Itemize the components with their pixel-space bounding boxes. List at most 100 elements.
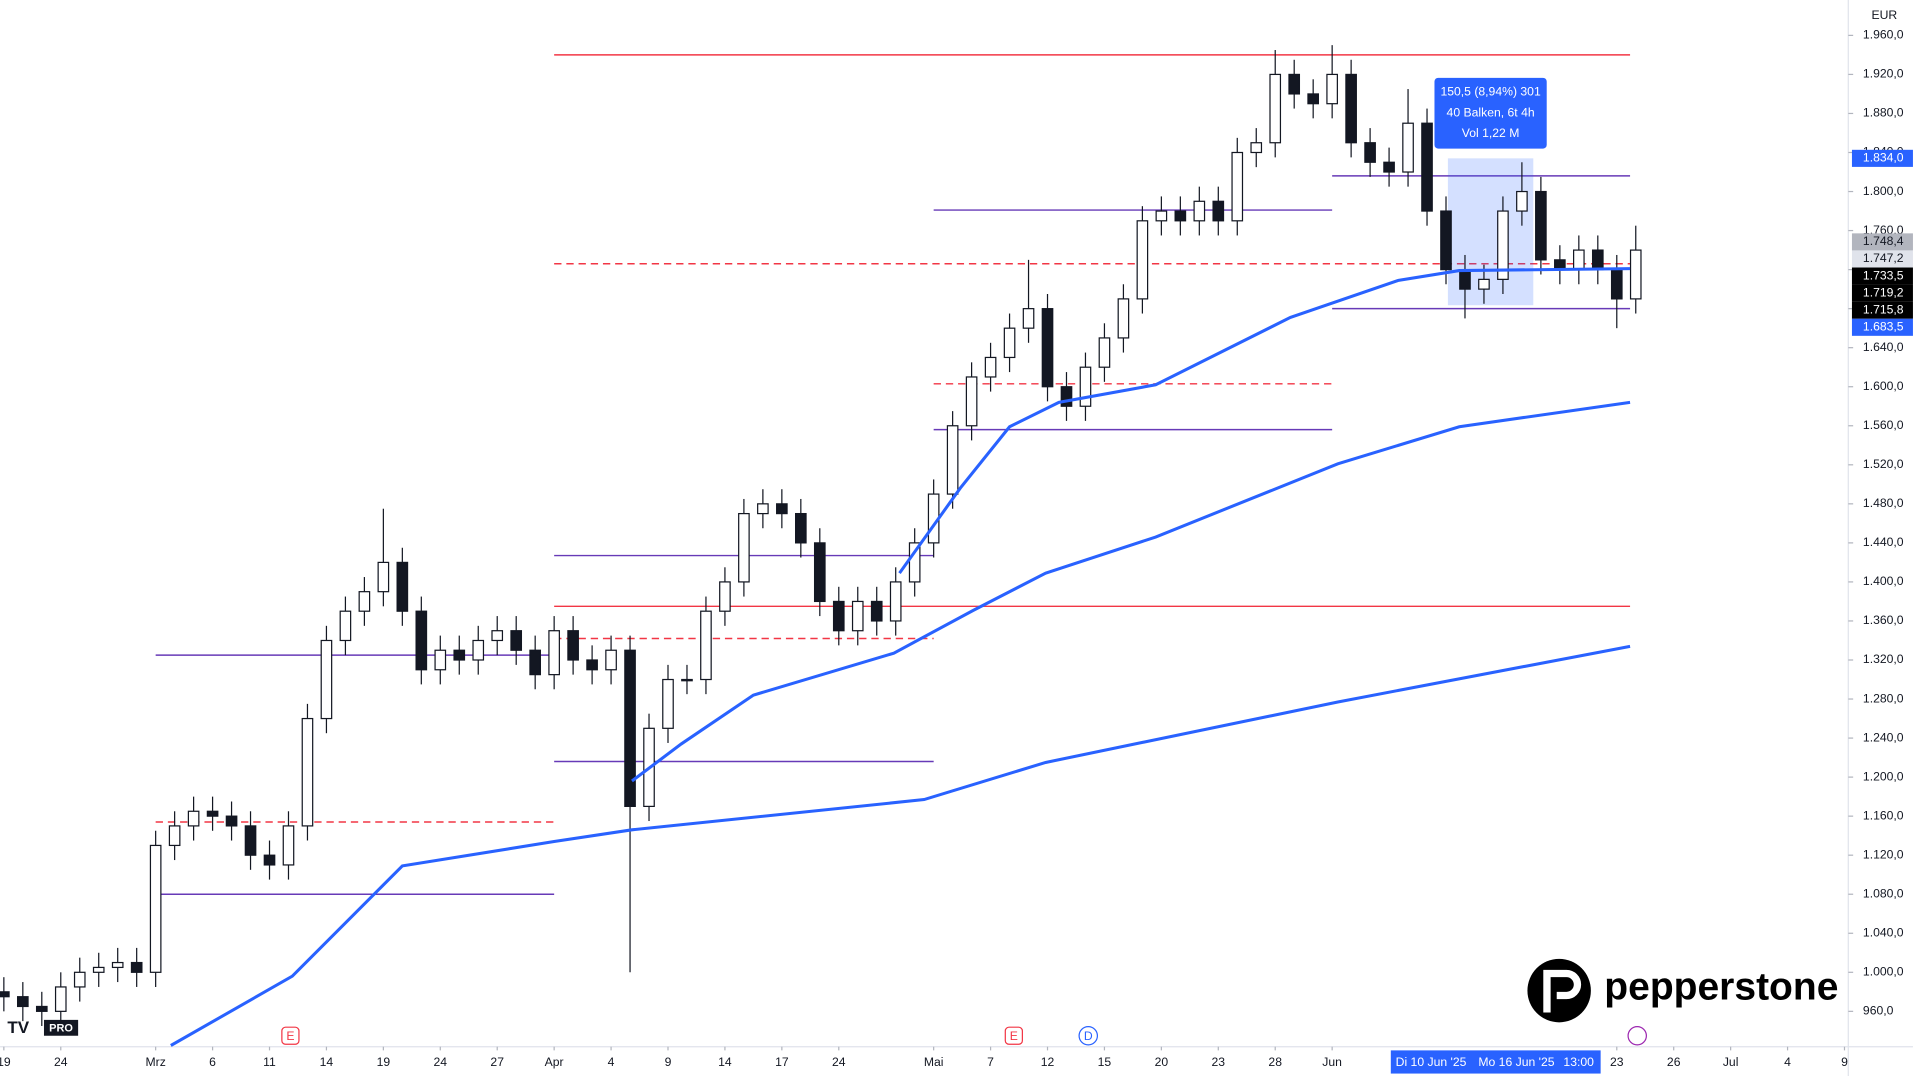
- x-tick-label: 6: [209, 1055, 216, 1069]
- alert-icon[interactable]: [1627, 1025, 1647, 1046]
- price-label-bg: [1851, 233, 1913, 251]
- candle-body: [187, 810, 200, 827]
- candle-body: [1231, 151, 1244, 222]
- event-box[interactable]: [1004, 1026, 1023, 1045]
- candle-body: [92, 966, 105, 973]
- measure-text: Vol 1,22 M: [1462, 126, 1520, 140]
- candle-body: [1307, 93, 1320, 105]
- candle-body: [605, 649, 617, 671]
- candle-body: [1440, 210, 1452, 271]
- event-label[interactable]: D: [1084, 1029, 1093, 1043]
- candle-body: [681, 678, 693, 682]
- candle-body: [1478, 278, 1490, 290]
- candle-body: [851, 600, 864, 632]
- event-label[interactable]: E: [1010, 1029, 1018, 1043]
- candle-body: [1098, 337, 1111, 368]
- x-tick-label: 19: [0, 1055, 11, 1069]
- x-tick-label: 4: [608, 1055, 615, 1069]
- event-label[interactable]: E: [286, 1029, 294, 1043]
- candle-body: [776, 503, 788, 515]
- candle-body: [54, 986, 67, 1012]
- y-tick-label: 1.280,0: [1863, 691, 1904, 705]
- candle-body: [1250, 142, 1263, 154]
- candle-body: [1022, 308, 1035, 329]
- x-tick-label: 7: [987, 1055, 994, 1069]
- axes: 960,0 1.000,0 1.040,0 1.080,0 1.120,0 1.160,0…: [0, 28, 1913, 1069]
- price-label-bg: [1851, 284, 1913, 302]
- price-label: 1.747,2: [1863, 251, 1904, 265]
- currency: EUR: [1871, 8, 1897, 22]
- candle-body: [510, 630, 523, 651]
- y-tick-label: 960,0: [1863, 1004, 1894, 1018]
- candle-body: [946, 425, 959, 495]
- price-label-bg: [1851, 301, 1913, 319]
- x-tick-label: 9: [1841, 1055, 1848, 1069]
- event-marker[interactable]: E: [281, 1026, 300, 1045]
- x-tick-label: 19: [377, 1055, 391, 1069]
- y-tick-label: 1.960,0: [1863, 28, 1904, 42]
- crosshair-label: Di 10 Jun '25: [1396, 1055, 1467, 1069]
- candle-body: [1591, 249, 1604, 271]
- candle-body: [263, 854, 276, 866]
- candle-body: [244, 825, 257, 856]
- event-box[interactable]: [281, 1026, 300, 1045]
- x-tick-label: 14: [718, 1055, 732, 1069]
- y-tick-label: 1.920,0: [1863, 67, 1904, 81]
- y-tick-label: 1.600,0: [1863, 379, 1904, 393]
- y-tick-label: 1.480,0: [1863, 496, 1904, 510]
- y-tick-label: 1.000,0: [1863, 965, 1904, 979]
- candle-body: [358, 591, 371, 612]
- candle-body: [1516, 190, 1528, 212]
- measure-tooltip: [1434, 77, 1547, 149]
- candle-body: [1383, 161, 1395, 173]
- candle-body: [225, 815, 238, 827]
- candle-body: [1212, 200, 1225, 222]
- candle-body: [434, 649, 447, 671]
- candle-body: [1629, 249, 1642, 300]
- candle-body: [1497, 210, 1509, 280]
- candle-body: [700, 610, 712, 681]
- event-box[interactable]: [1078, 1025, 1099, 1046]
- moving-average: [170, 644, 1631, 1047]
- price-label-bg: [1851, 149, 1913, 167]
- candle-body: [1269, 73, 1282, 144]
- candle-body: [624, 649, 636, 807]
- event-marker[interactable]: D: [1078, 1025, 1099, 1046]
- candle-body: [130, 961, 143, 973]
- moving-average: [898, 267, 1631, 575]
- candle-body: [719, 581, 731, 612]
- candle-body: [832, 600, 845, 632]
- candle-body: [529, 649, 541, 676]
- candle-body: [301, 717, 314, 827]
- candle-body: [1402, 122, 1414, 173]
- price-label: 1.683,5: [1863, 320, 1904, 334]
- y-tick-label: 1.800,0: [1863, 184, 1904, 198]
- y-tick-label: 1.160,0: [1863, 808, 1904, 822]
- x-tick-label: 23: [1610, 1055, 1624, 1069]
- y-tick-label: 1.520,0: [1863, 457, 1904, 471]
- candle-body: [965, 376, 978, 427]
- x-tick-label: 28: [1268, 1055, 1282, 1069]
- candle-body: [1610, 269, 1623, 300]
- candle-body: [282, 825, 295, 866]
- candle-body: [168, 825, 181, 847]
- candle-body: [1041, 308, 1054, 388]
- x-tick-label: Mrz: [145, 1055, 165, 1069]
- y-tick-label: 1.640,0: [1863, 340, 1904, 354]
- candle-body: [1345, 73, 1357, 144]
- candle-body: [491, 630, 504, 642]
- candle-body: [1459, 269, 1471, 290]
- candle-body: [16, 996, 29, 1008]
- x-tick-label: 24: [434, 1055, 448, 1069]
- event-marker[interactable]: E: [1004, 1026, 1023, 1045]
- candle-body: [0, 991, 10, 998]
- y-tick-label: 1.200,0: [1863, 769, 1904, 783]
- x-tick-label: 17: [775, 1055, 789, 1069]
- candle-body: [472, 639, 485, 661]
- candle-body: [111, 961, 124, 969]
- crosshair-label: Mo 16 Jun '25: [1478, 1055, 1554, 1069]
- price-label: 1.715,8: [1863, 302, 1904, 316]
- moving-average: [631, 400, 1631, 783]
- x-tick-label: 20: [1155, 1055, 1169, 1069]
